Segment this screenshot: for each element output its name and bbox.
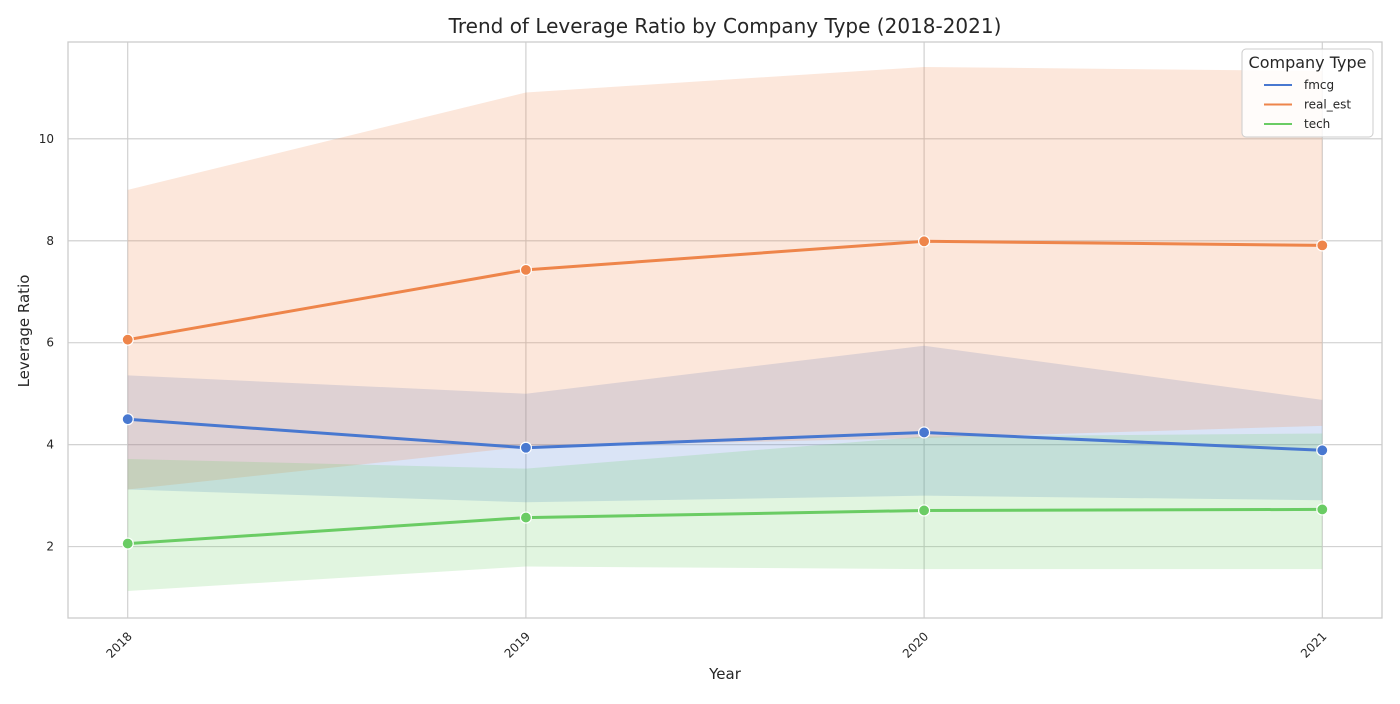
y-tick-label: 8 (46, 234, 54, 248)
data-point-real-est (1316, 239, 1329, 252)
data-point-fmcg (121, 413, 134, 426)
data-point-real-est (519, 263, 533, 276)
data-point-fmcg (1316, 444, 1329, 457)
series-line-fmcg (126, 417, 1324, 452)
legend-label-fmcg: fmcg (1304, 78, 1334, 92)
legend-label-tech: tech (1304, 117, 1330, 131)
series-line-real-est (126, 239, 1324, 342)
legend-label-real-est: real_est (1304, 98, 1351, 112)
y-axis-label: Leverage Ratio (15, 275, 33, 388)
data-point-tech (917, 504, 931, 517)
data-point-tech (121, 537, 134, 550)
plot-frame (67, 41, 1383, 619)
series-lines (121, 235, 1329, 550)
ci-band-real-est (127, 66, 1323, 490)
chart-title: Trend of Leverage Ratio by Company Type … (448, 14, 1002, 38)
data-point-fmcg (917, 426, 931, 439)
legend-box (1241, 48, 1374, 138)
data-point-real-est (121, 333, 134, 346)
x-tick-label: 2021 (1298, 629, 1329, 660)
plot-background (68, 42, 1382, 618)
data-point-fmcg (519, 441, 533, 454)
data-point-real-est (917, 235, 931, 248)
y-tick-label: 6 (46, 336, 54, 350)
y-tick-label: 10 (39, 132, 54, 146)
series-line-tech (126, 507, 1324, 546)
data-point-tech (519, 511, 533, 524)
confidence-bands (127, 66, 1323, 591)
y-tick-label: 2 (46, 540, 54, 554)
x-axis-label: Year (708, 665, 742, 683)
x-tick-label: 2020 (900, 629, 931, 660)
legend-title: Company Type (1249, 53, 1367, 72)
gridlines (68, 42, 1382, 618)
ci-band-fmcg (127, 345, 1323, 503)
x-tick-label: 2018 (103, 629, 134, 660)
x-tick-label: 2019 (502, 629, 533, 660)
y-tick-label: 4 (46, 438, 54, 452)
plot-area-group: 2 4 6 8 10 2018 2019 2020 2021 (39, 41, 1383, 661)
data-point-tech (1316, 503, 1329, 516)
ci-band-tech (127, 433, 1323, 591)
